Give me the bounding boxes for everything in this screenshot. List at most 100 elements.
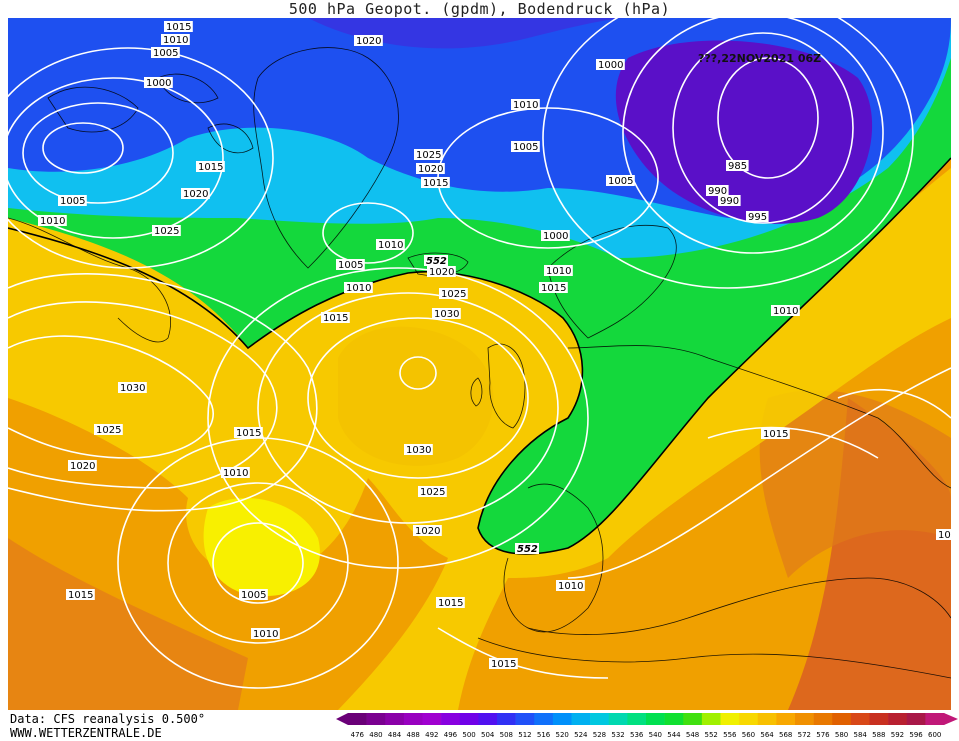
isobar-label-bg: [221, 467, 250, 478]
geopotential-label-bg: [515, 543, 539, 554]
isobar-label-bg: [336, 259, 365, 270]
footer: Data: CFS reanalysis 0.500° WWW.WETTERZE…: [10, 712, 205, 740]
isobar-label-text: 1010: [163, 35, 188, 46]
legend-swatch: [757, 713, 777, 725]
isobar-label-text: 1015: [198, 162, 223, 173]
isobar-label: 1015: [421, 177, 450, 189]
legend-swatch: [739, 713, 759, 725]
coast-greenland: [253, 47, 399, 269]
isobar-label-bg: [706, 185, 729, 196]
legend-swatch: [720, 713, 740, 725]
legend-tick-label: 580: [835, 731, 848, 739]
isobar-label-text: 1005: [241, 590, 266, 601]
isobar-label: 1015: [196, 161, 225, 173]
isobar-label: 1015: [761, 428, 790, 440]
isobar-label: 995: [746, 211, 769, 223]
isobar-label: 1015: [436, 597, 465, 609]
legend-swatch: [850, 713, 870, 725]
isobar-label: 1015: [66, 589, 95, 601]
isobar-label-bg: [151, 47, 180, 58]
geopotential-label-text: 552: [426, 256, 447, 267]
coastlines: [8, 47, 951, 679]
isobar-label-text: 1025: [416, 150, 441, 161]
isobar-high-1030: [307, 317, 529, 479]
legend-swatch: [590, 713, 610, 725]
legend-swatch: [534, 713, 554, 725]
color-scale-legend: 476 480 484 488 492 496 500 504 508 512 516 520 524 5…: [336, 713, 958, 739]
legend-swatch: [422, 713, 442, 725]
isobar-label: 1015: [539, 282, 568, 294]
isobar-label-bg: [38, 215, 67, 226]
isobar-label: 1010: [161, 34, 190, 46]
coast-mediterranean: [527, 577, 951, 635]
geopotential-label-layer: 552 552: [424, 255, 539, 555]
isobar-label-bg: [511, 141, 540, 152]
isobar-label-text: 1010: [223, 468, 248, 479]
isobar-label-bg: [539, 282, 568, 293]
isobar-label-bg: [432, 308, 461, 319]
isobar-label-text: 985: [728, 161, 747, 172]
legend-tick-label: 548: [686, 731, 699, 739]
isobar-high-1030-center: [399, 356, 437, 390]
isobar-label-bg: [544, 265, 573, 276]
isobar-label: 1030: [432, 308, 461, 320]
isobar-high-west-1025: [8, 301, 278, 489]
legend-tick-label: 560: [742, 731, 755, 739]
isobar-low-west-1005: [22, 102, 174, 204]
isobar-label-bg: [726, 160, 749, 171]
field-red-orange-southwest: [8, 538, 248, 710]
legend-tick-label: 516: [537, 731, 551, 739]
isobar-label-text: 995: [748, 212, 767, 223]
isobar-high-west-1020: [8, 273, 318, 512]
isobar-label: 1010: [556, 580, 585, 592]
isobar-label-text: 1015: [68, 590, 93, 601]
isobar-label: 1025: [418, 486, 447, 498]
legend-swatch: [664, 713, 684, 725]
isobar-label-text: 1005: [153, 48, 178, 59]
isobar-label-bg: [556, 580, 585, 591]
field-yellow-cell: [203, 498, 320, 597]
coast-canada: [8, 217, 171, 343]
legend-swatch: [366, 713, 386, 725]
legend-tick-label: 532: [611, 731, 624, 739]
legend-tick-label: 544: [667, 731, 681, 739]
isobar-label-bg: [66, 589, 95, 600]
isobar-label: 1020: [413, 525, 442, 537]
isobar-label-text: 1010: [253, 629, 278, 640]
isobar-label: 1030: [118, 382, 147, 394]
isobar-label: 1010: [376, 239, 405, 251]
isobar-label: 990: [706, 185, 729, 197]
coast-europe: [503, 345, 951, 633]
isobar-label-bg: [414, 149, 443, 160]
isobar-label: 1025: [414, 149, 443, 161]
isobar-label: 1010: [221, 467, 250, 479]
isobar-label-text: 1025: [154, 226, 179, 237]
isobar-low-south-1005: [212, 522, 304, 604]
isobars: [8, 18, 951, 689]
legend-swatch: [478, 713, 498, 725]
isobar-label-bg: [761, 428, 790, 439]
isobar-label-text: 1015: [423, 178, 448, 189]
isobar-label-text: 1010: [346, 283, 371, 294]
isobar-label-bg: [94, 424, 123, 435]
legend-tick-label: 492: [425, 731, 438, 739]
isobar-label: 1005: [151, 47, 180, 59]
isobar-label: 1020: [68, 460, 97, 472]
isobar-label-bg: [239, 589, 268, 600]
isobar-label: 1005: [606, 175, 635, 187]
isobar-label-text: 1005: [513, 142, 538, 153]
legend-swatch: [552, 713, 572, 725]
isobar-label-bg: [181, 188, 210, 199]
legend-swatch: [497, 713, 516, 725]
legend-swatch: [888, 713, 908, 725]
isobar-label-text: 990: [708, 186, 727, 197]
isobar-label-bg: [427, 266, 456, 277]
isobar-label-bg: [771, 305, 800, 316]
isobar-label-bg: [376, 239, 405, 250]
legend-tick-label: 524: [574, 731, 588, 739]
legend-swatch: [683, 713, 703, 725]
isobar-label-text: 1005: [608, 176, 633, 187]
isobar-label: 1000: [596, 59, 625, 71]
isobar-label-text: 1025: [96, 425, 121, 436]
legend-swatch: [646, 713, 665, 725]
